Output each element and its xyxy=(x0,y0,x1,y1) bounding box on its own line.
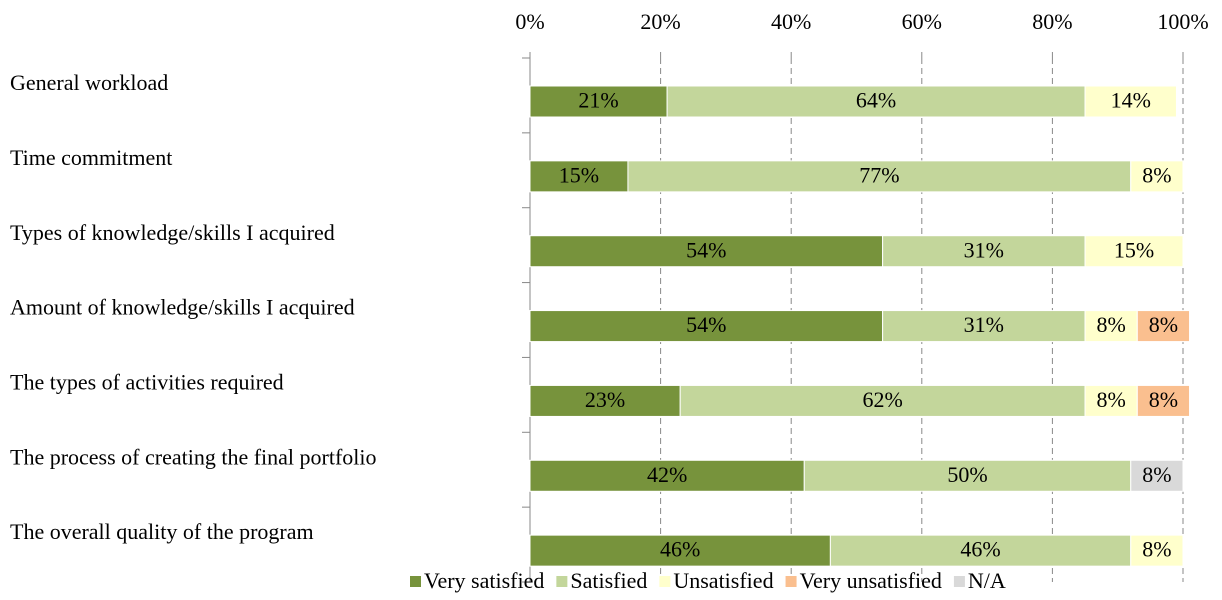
data-label: 15% xyxy=(1114,237,1154,262)
data-label: 8% xyxy=(1097,387,1126,412)
data-label: 8% xyxy=(1149,387,1178,412)
bar-segment xyxy=(1084,235,1184,268)
x-tick-label: 0% xyxy=(515,9,544,34)
legend-swatch xyxy=(953,576,965,587)
x-tick-label: 60% xyxy=(902,9,942,34)
legend-label: N/A xyxy=(968,568,1006,593)
legend-label: Very unsatisfied xyxy=(800,568,942,593)
x-tick-label: 100% xyxy=(1157,9,1208,34)
data-label: 42% xyxy=(647,462,687,487)
legend-swatch xyxy=(785,576,797,587)
data-label: 14% xyxy=(1111,88,1151,113)
legend-swatch xyxy=(556,576,568,587)
bar-segment xyxy=(529,160,629,193)
data-label: 31% xyxy=(964,312,1004,337)
data-label: 8% xyxy=(1142,162,1171,187)
data-label: 54% xyxy=(686,312,726,337)
data-label: 8% xyxy=(1097,312,1126,337)
bar-segment xyxy=(829,534,1132,567)
data-label: 15% xyxy=(559,162,599,187)
category-label: The overall quality of the program xyxy=(10,519,314,544)
legend-label: Satisfied xyxy=(570,568,647,593)
bar-segment xyxy=(529,235,884,268)
bar-segment xyxy=(1084,384,1138,417)
data-label: 31% xyxy=(964,237,1004,262)
legend-swatch xyxy=(659,576,671,587)
category-label: The types of activities required xyxy=(10,369,284,394)
bar-segment xyxy=(627,160,1132,193)
bar-segment xyxy=(1130,160,1184,193)
x-tick-label: 80% xyxy=(1032,9,1072,34)
category-label: Time commitment xyxy=(10,145,172,170)
data-label: 23% xyxy=(585,387,625,412)
bar-segment xyxy=(529,534,831,567)
bar-segment xyxy=(529,310,884,343)
bar-segment xyxy=(1130,534,1184,567)
bar-segment xyxy=(679,384,1086,417)
data-label: 64% xyxy=(856,88,896,113)
data-label: 46% xyxy=(660,537,700,562)
legend-swatch xyxy=(410,576,421,587)
data-label: 50% xyxy=(947,462,987,487)
data-label: 54% xyxy=(686,237,726,262)
bar-segment xyxy=(882,310,1086,343)
data-label: 8% xyxy=(1149,312,1178,337)
data-label: 77% xyxy=(859,162,899,187)
bar-segment xyxy=(1130,459,1184,492)
x-tick-label: 40% xyxy=(771,9,811,34)
data-label: 8% xyxy=(1142,462,1171,487)
data-label: 21% xyxy=(578,88,618,113)
category-label: The process of creating the final portfo… xyxy=(10,444,377,469)
bar-segment xyxy=(1084,310,1138,343)
bar-segment xyxy=(1136,384,1191,417)
category-label: Amount of knowledge/skills I acquired xyxy=(10,295,355,320)
data-label: 46% xyxy=(960,537,1000,562)
data-label: 8% xyxy=(1142,537,1171,562)
category-label: Types of knowledge/skills I acquired xyxy=(10,220,335,245)
bar-segment xyxy=(529,384,681,417)
legend-label: Unsatisfied xyxy=(673,568,773,593)
bar-segment xyxy=(529,459,805,492)
data-label: 62% xyxy=(862,387,902,412)
bar-segment xyxy=(1136,310,1191,343)
bar-segment xyxy=(1084,85,1177,118)
legend-label: Very satisfied xyxy=(424,568,544,593)
category-label: General workload xyxy=(10,70,168,95)
x-tick-label: 20% xyxy=(640,9,680,34)
